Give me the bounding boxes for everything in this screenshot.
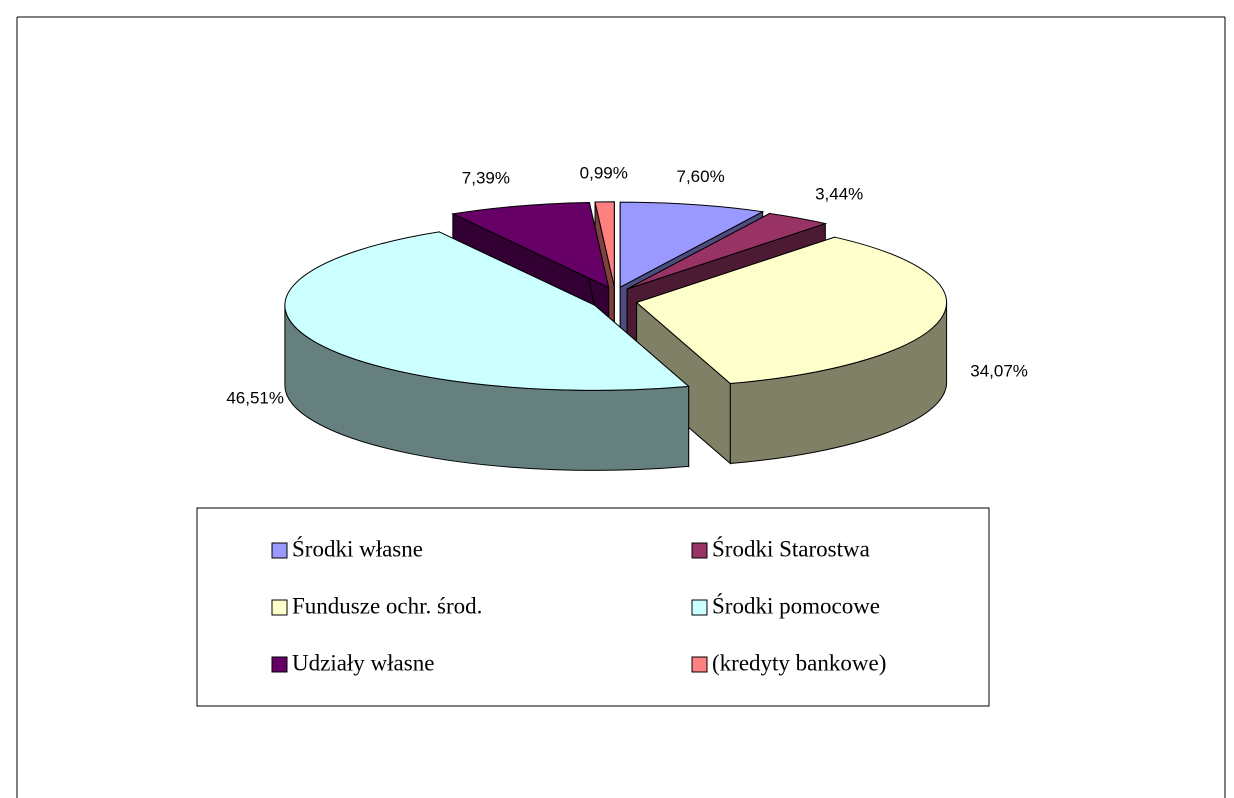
legend-label: Udziały własne [292, 650, 434, 675]
legend-swatch [691, 656, 708, 673]
legend-swatch [271, 656, 288, 673]
slice-top [635, 236, 948, 385]
data-label: 0,99% [580, 163, 628, 182]
slice-top [451, 202, 610, 289]
legend-label: Środki Starostwa [712, 535, 870, 561]
slice [284, 231, 690, 471]
data-label: 34,07% [970, 362, 1028, 381]
legend-swatch [691, 599, 708, 616]
slice-top [619, 201, 765, 289]
legend-box [196, 507, 990, 707]
slice-top [594, 201, 615, 287]
legend-swatch [691, 542, 708, 559]
legend-label: (kredyty bankowe) [712, 650, 886, 675]
slice-top [626, 212, 828, 290]
data-label: 7,60% [677, 167, 725, 186]
data-label: 46,51% [226, 389, 284, 408]
legend-swatch [271, 542, 288, 559]
slice-top [284, 231, 690, 391]
data-label: 3,44% [815, 184, 863, 203]
legend-label: Środki własne [292, 535, 423, 561]
legend-swatch [271, 599, 288, 616]
data-label: 7,39% [462, 169, 510, 188]
legend-label: Środki pomocowe [712, 592, 880, 618]
legend-label: Fundusze ochr. środ. [292, 593, 482, 618]
